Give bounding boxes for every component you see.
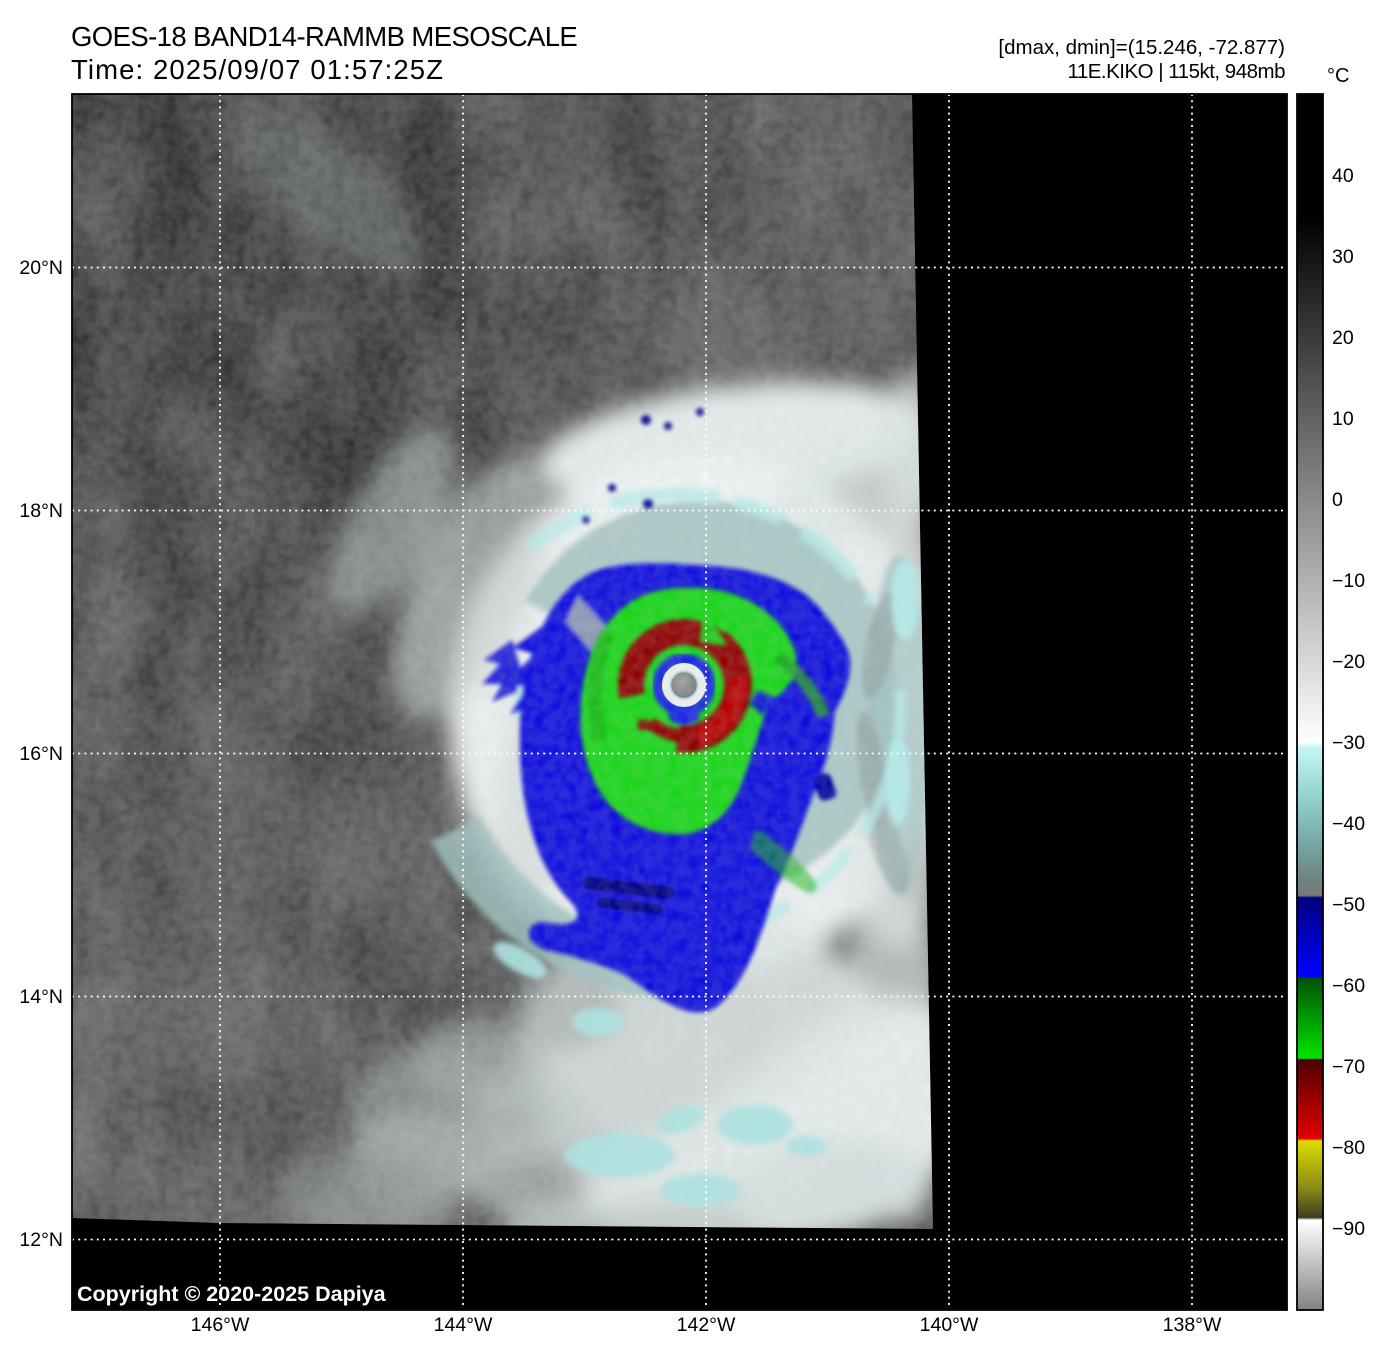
svg-text:GOES-18 BAND14-RAMMB MESOSCALE: GOES-18 BAND14-RAMMB MESOSCALE bbox=[71, 21, 577, 52]
svg-text:−90: −90 bbox=[1332, 1218, 1365, 1240]
svg-text:[dmax, dmin]=(15.246, -72.877): [dmax, dmin]=(15.246, -72.877) bbox=[998, 36, 1285, 59]
svg-text:−30: −30 bbox=[1332, 732, 1365, 754]
svg-text:16°N: 16°N bbox=[19, 743, 63, 765]
svg-text:11E.KIKO | 115kt, 948mb: 11E.KIKO | 115kt, 948mb bbox=[1067, 60, 1285, 83]
svg-text:14°N: 14°N bbox=[19, 986, 63, 1008]
svg-text:Time: 2025/09/07 01:57:25Z: Time: 2025/09/07 01:57:25Z bbox=[71, 54, 444, 85]
svg-text:140°W: 140°W bbox=[920, 1314, 979, 1336]
svg-text:−10: −10 bbox=[1332, 570, 1365, 592]
svg-text:−20: −20 bbox=[1332, 651, 1365, 673]
svg-text:144°W: 144°W bbox=[434, 1314, 493, 1336]
svg-text:20: 20 bbox=[1332, 327, 1354, 349]
svg-text:146°W: 146°W bbox=[191, 1314, 250, 1336]
svg-text:0: 0 bbox=[1332, 489, 1343, 511]
svg-text:−80: −80 bbox=[1332, 1137, 1365, 1159]
svg-text:Copyright © 2020-2025 Dapiya: Copyright © 2020-2025 Dapiya bbox=[77, 1282, 387, 1306]
svg-text:30: 30 bbox=[1332, 246, 1354, 268]
svg-text:−50: −50 bbox=[1332, 894, 1365, 916]
svg-text:°C: °C bbox=[1327, 65, 1349, 87]
svg-text:40: 40 bbox=[1332, 165, 1354, 187]
svg-text:142°W: 142°W bbox=[677, 1314, 736, 1336]
svg-text:−60: −60 bbox=[1332, 975, 1365, 997]
svg-text:20°N: 20°N bbox=[19, 257, 63, 279]
svg-text:−70: −70 bbox=[1332, 1056, 1365, 1078]
svg-text:−40: −40 bbox=[1332, 813, 1365, 835]
svg-text:138°W: 138°W bbox=[1163, 1314, 1222, 1336]
svg-text:12°N: 12°N bbox=[19, 1229, 63, 1251]
svg-text:18°N: 18°N bbox=[19, 500, 63, 522]
svg-text:10: 10 bbox=[1332, 408, 1354, 430]
